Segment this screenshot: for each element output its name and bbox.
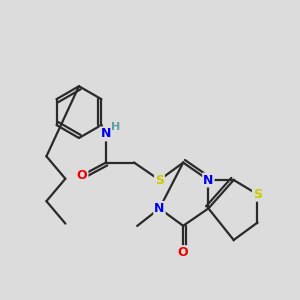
Text: O: O: [178, 246, 188, 259]
Text: O: O: [77, 169, 87, 182]
Text: N: N: [154, 202, 165, 215]
Text: N: N: [203, 173, 214, 187]
Text: S: S: [155, 173, 164, 187]
Text: H: H: [111, 122, 121, 132]
Text: N: N: [100, 128, 111, 140]
Text: S: S: [253, 188, 262, 201]
